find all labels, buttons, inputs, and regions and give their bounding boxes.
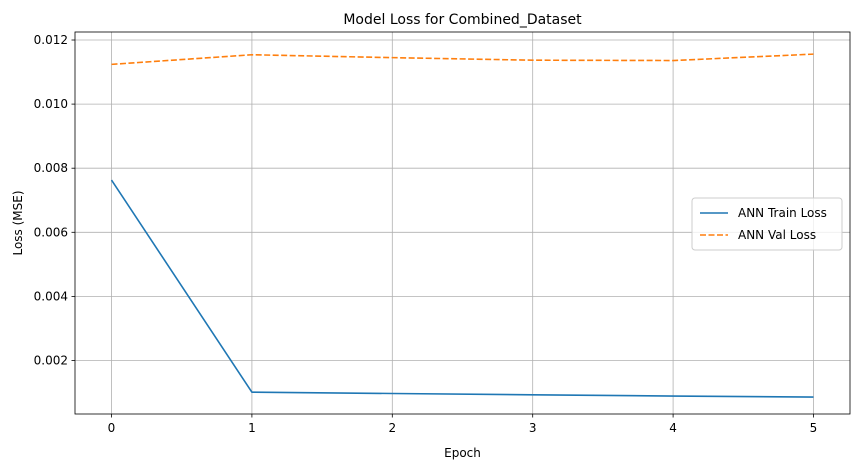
x-axis-label: Epoch: [444, 446, 481, 460]
legend: ANN Train Loss ANN Val Loss: [692, 198, 842, 250]
legend-label-val: ANN Val Loss: [738, 228, 816, 242]
x-tick-label: 5: [810, 421, 818, 435]
y-tick-label: 0.012: [34, 33, 68, 47]
y-axis-label: Loss (MSE): [11, 190, 25, 255]
y-tick-label: 0.006: [34, 225, 68, 239]
y-tick-label: 0.008: [34, 161, 68, 175]
y-tick-label: 0.010: [34, 97, 68, 111]
y-tick-label: 0.002: [34, 353, 68, 367]
y-tick-label: 0.004: [34, 289, 68, 303]
x-tick-label: 4: [669, 421, 677, 435]
x-tick-label: 3: [529, 421, 537, 435]
x-tick-label: 0: [108, 421, 116, 435]
x-tick-label: 1: [248, 421, 256, 435]
chart-title: Model Loss for Combined_Dataset: [343, 12, 582, 28]
legend-label-train: ANN Train Loss: [738, 206, 827, 220]
x-tick-label: 2: [388, 421, 396, 435]
